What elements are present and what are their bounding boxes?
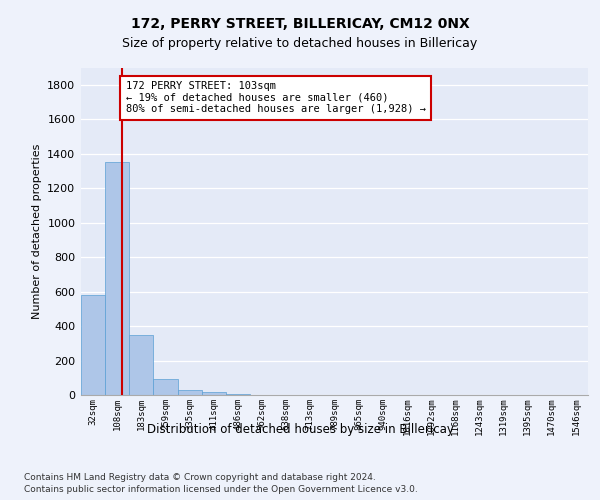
Bar (202, 392, 226, 395)
Text: 172, PERRY STREET, BILLERICAY, CM12 0NX: 172, PERRY STREET, BILLERICAY, CM12 0NX (131, 18, 469, 32)
Bar (105, 162, 129, 395)
Bar (81, 295, 105, 395)
Text: 172 PERRY STREET: 103sqm
← 19% of detached houses are smaller (460)
80% of semi-: 172 PERRY STREET: 103sqm ← 19% of detach… (125, 82, 425, 114)
Bar (129, 334, 154, 395)
Bar (226, 394, 250, 395)
Text: Size of property relative to detached houses in Billericay: Size of property relative to detached ho… (122, 38, 478, 51)
Bar (154, 378, 178, 395)
Bar (178, 390, 202, 395)
Text: Contains HM Land Registry data © Crown copyright and database right 2024.: Contains HM Land Registry data © Crown c… (24, 472, 376, 482)
Y-axis label: Number of detached properties: Number of detached properties (32, 144, 42, 319)
Text: Distribution of detached houses by size in Billericay: Distribution of detached houses by size … (146, 422, 454, 436)
Text: Contains public sector information licensed under the Open Government Licence v3: Contains public sector information licen… (24, 485, 418, 494)
